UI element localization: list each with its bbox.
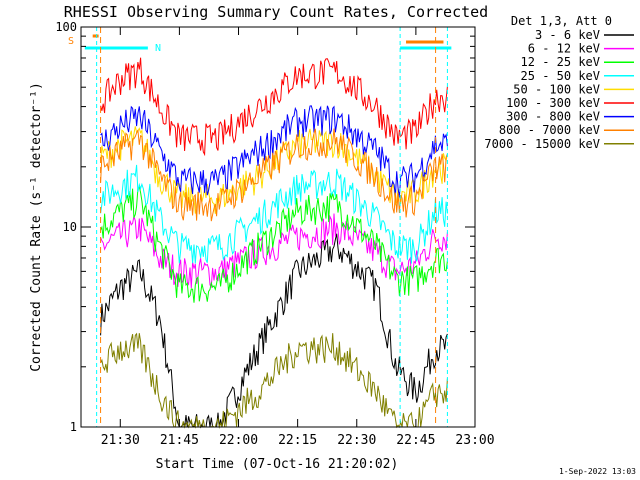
x-axis-label: Start Time (07-Oct-16 21:20:02): [156, 457, 399, 472]
x-tick-label: 21:30: [101, 433, 140, 448]
legend-label: 7000 - 15000 keV: [484, 137, 600, 151]
date-stamp: 1-Sep-2022 13:03: [559, 467, 636, 476]
series-layer: [100, 57, 448, 429]
series-line: [100, 185, 448, 303]
legend-label: 6 - 12 keV: [528, 42, 600, 56]
flag-label-s: S: [68, 36, 74, 47]
series-line: [100, 164, 448, 264]
chart-title: RHESSI Observing Summary Count Rates, Co…: [64, 3, 488, 21]
y-tick-label: 100: [55, 20, 77, 34]
series-7: [100, 128, 448, 222]
x-tick-label: 22:15: [278, 433, 317, 448]
legend-label: 50 - 100 keV: [513, 82, 600, 96]
legend-label: 100 - 300 keV: [506, 96, 600, 110]
x-tick-label: 22:00: [219, 433, 258, 448]
legend-label: 300 - 800 keV: [506, 110, 600, 124]
y-axis-label: Corrected Count Rate (s⁻¹ detector⁻¹): [29, 82, 44, 372]
legend-label: 3 - 6 keV: [535, 28, 600, 42]
series-2: [100, 185, 448, 303]
series-line: [100, 213, 448, 289]
series-line: [100, 332, 448, 429]
y-tick-label: 1: [70, 420, 77, 434]
x-tick-label: 22:30: [337, 433, 376, 448]
x-tick-label: 21:45: [160, 433, 199, 448]
x-tick-label: 23:00: [455, 433, 494, 448]
y-tick-label: 10: [63, 220, 77, 234]
series-line: [100, 105, 448, 198]
legend-label: 25 - 50 keV: [521, 69, 600, 83]
series-5: [100, 57, 448, 157]
flag-layer: SN: [68, 27, 452, 427]
series-6: [100, 105, 448, 198]
series-line: [100, 233, 448, 429]
series-line: [100, 57, 448, 157]
axis-layer: 21:30 21:45 22:00 22:15 22:30 22:45 23:00 1 10 10…: [55, 20, 494, 448]
series-1: [100, 213, 448, 289]
series-line: [100, 128, 448, 222]
legend-label: 12 - 25 keV: [521, 55, 600, 69]
legend-title: Det 1,3, Att 0: [511, 14, 612, 28]
flag-label-n: N: [155, 43, 161, 54]
series-3: [100, 164, 448, 264]
x-tick-label: 22:45: [396, 433, 435, 448]
series-0: [100, 233, 448, 429]
series-8: [100, 332, 448, 429]
legend-label: 800 - 7000 keV: [499, 123, 600, 137]
